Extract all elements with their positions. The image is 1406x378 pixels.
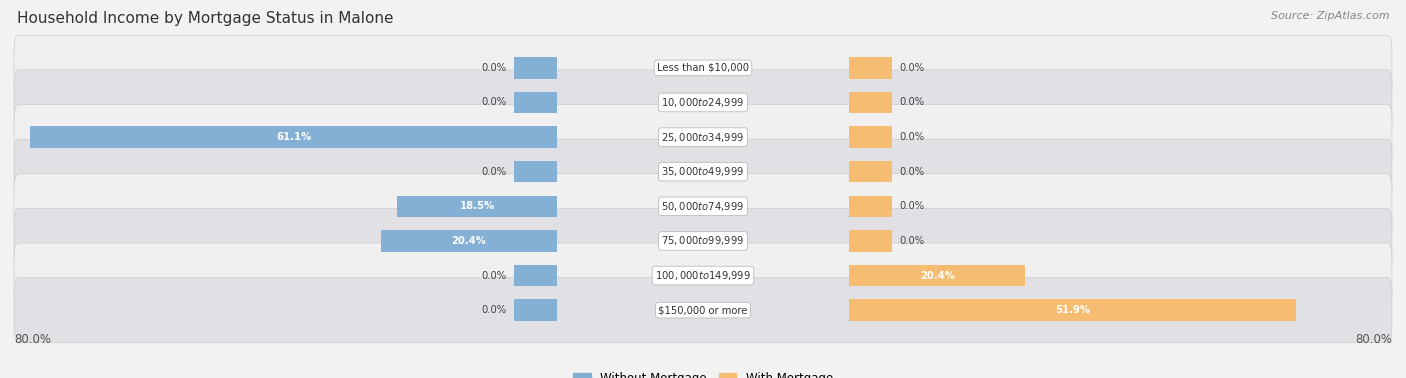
Bar (31, 126, 557, 148)
Text: $50,000 to $74,999: $50,000 to $74,999 (661, 200, 745, 213)
Text: 0.0%: 0.0% (900, 63, 925, 73)
Bar (849, 265, 1025, 286)
Bar (849, 126, 893, 148)
Bar (513, 299, 557, 321)
Text: 20.4%: 20.4% (451, 236, 486, 246)
Text: 80.0%: 80.0% (14, 333, 51, 345)
Text: 0.0%: 0.0% (900, 201, 925, 211)
FancyBboxPatch shape (14, 277, 1392, 343)
Text: $10,000 to $24,999: $10,000 to $24,999 (661, 96, 745, 109)
Text: 0.0%: 0.0% (900, 98, 925, 107)
Bar (381, 230, 557, 252)
Text: 0.0%: 0.0% (481, 63, 506, 73)
Text: 18.5%: 18.5% (460, 201, 495, 211)
Text: $75,000 to $99,999: $75,000 to $99,999 (661, 234, 745, 248)
Bar (849, 230, 893, 252)
Bar (849, 195, 893, 217)
FancyBboxPatch shape (14, 70, 1392, 135)
Text: Less than $10,000: Less than $10,000 (657, 63, 749, 73)
Text: 0.0%: 0.0% (900, 132, 925, 142)
Legend: Without Mortgage, With Mortgage: Without Mortgage, With Mortgage (568, 367, 838, 378)
Bar (849, 92, 893, 113)
Text: 51.9%: 51.9% (1056, 305, 1091, 315)
Bar (513, 57, 557, 79)
Bar (849, 161, 893, 183)
FancyBboxPatch shape (14, 35, 1392, 101)
FancyBboxPatch shape (14, 105, 1392, 170)
FancyBboxPatch shape (14, 174, 1392, 239)
FancyBboxPatch shape (14, 208, 1392, 273)
Bar (849, 299, 1296, 321)
FancyBboxPatch shape (14, 243, 1392, 308)
Bar (513, 161, 557, 183)
FancyBboxPatch shape (14, 139, 1392, 204)
Bar (398, 195, 557, 217)
Text: Source: ZipAtlas.com: Source: ZipAtlas.com (1271, 11, 1389, 21)
Text: 0.0%: 0.0% (481, 167, 506, 177)
Text: 0.0%: 0.0% (900, 167, 925, 177)
Text: 0.0%: 0.0% (900, 236, 925, 246)
Text: $25,000 to $34,999: $25,000 to $34,999 (661, 130, 745, 144)
Text: Household Income by Mortgage Status in Malone: Household Income by Mortgage Status in M… (17, 11, 394, 26)
Text: 80.0%: 80.0% (1355, 333, 1392, 345)
Text: 61.1%: 61.1% (276, 132, 311, 142)
Text: $35,000 to $49,999: $35,000 to $49,999 (661, 165, 745, 178)
Text: 0.0%: 0.0% (481, 98, 506, 107)
Text: $150,000 or more: $150,000 or more (658, 305, 748, 315)
Text: 0.0%: 0.0% (481, 271, 506, 280)
Bar (513, 265, 557, 286)
Text: 20.4%: 20.4% (920, 271, 955, 280)
Text: 0.0%: 0.0% (481, 305, 506, 315)
Bar (849, 57, 893, 79)
Bar (513, 92, 557, 113)
Text: $100,000 to $149,999: $100,000 to $149,999 (655, 269, 751, 282)
